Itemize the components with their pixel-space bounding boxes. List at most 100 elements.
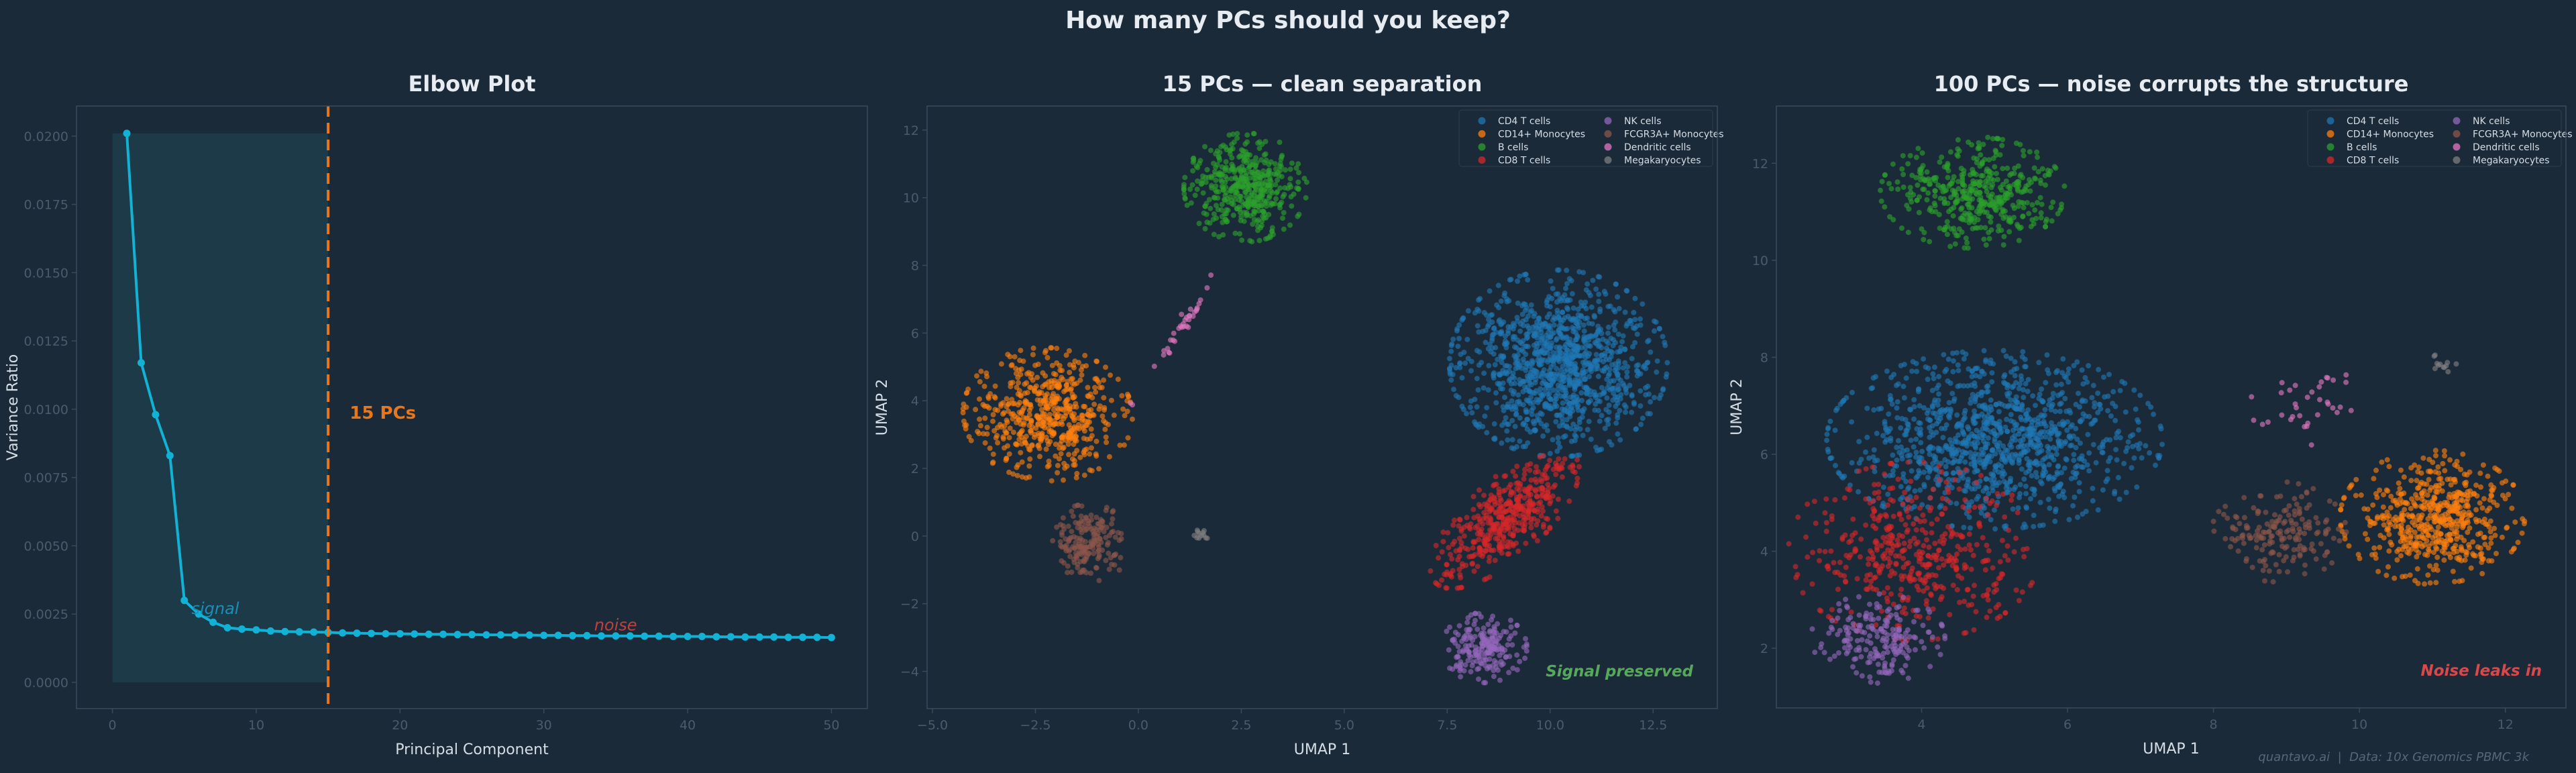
cell-point-cd14-monocytes: [960, 410, 966, 415]
cell-point-cd14-monocytes: [977, 396, 982, 402]
cell-point-b-cells: [1273, 196, 1279, 202]
cell-point-b-cells: [1219, 201, 1225, 207]
cell-point-cd4-t-cells: [1534, 413, 1540, 419]
cell-point-cd14-monocytes: [2408, 465, 2414, 471]
cell-point-cd4-t-cells: [1895, 381, 1901, 387]
cell-point-cd8-t-cells: [1484, 506, 1490, 512]
cell-point-cd4-t-cells: [1506, 368, 1512, 374]
cell-point-cd4-t-cells: [1597, 357, 1603, 363]
cell-point-cd14-monocytes: [2408, 478, 2414, 484]
cell-point-b-cells: [1182, 174, 1188, 181]
cell-point-cd8-t-cells: [1476, 537, 1482, 543]
cell-point-cd4-t-cells: [2103, 478, 2109, 484]
cell-point-b-cells: [1218, 207, 1224, 213]
cell-point-cd4-t-cells: [1605, 340, 1611, 346]
cell-point-cd4-t-cells: [1935, 482, 1941, 488]
cell-point-b-cells: [1296, 170, 1301, 176]
variance-point: [367, 629, 375, 637]
cell-point-cd4-t-cells: [1968, 382, 1974, 389]
cell-point-cd4-t-cells: [1602, 366, 1608, 372]
cell-point-cd4-t-cells: [1486, 317, 1492, 323]
cell-point-fcgr3a-monocytes: [1091, 550, 1097, 556]
cell-point-cd4-t-cells: [1556, 440, 1562, 446]
cell-point-fcgr3a-monocytes: [1070, 513, 1076, 519]
cell-point-cd8-t-cells: [1509, 488, 1514, 495]
cell-point-cd14-monocytes: [1066, 348, 1072, 354]
cell-point-cd4-t-cells: [1919, 448, 1925, 454]
cell-point-cd4-t-cells: [1520, 402, 1526, 408]
cell-point-cd4-t-cells: [1509, 437, 1515, 443]
cell-point-cd4-t-cells: [2065, 419, 2070, 425]
cell-point-nk-cells: [1466, 652, 1472, 658]
cell-point-cd4-t-cells: [1559, 406, 1565, 412]
cell-point-cd14-monocytes: [977, 423, 983, 429]
cell-point-cd4-t-cells: [1503, 345, 1509, 350]
cell-point-cd14-monocytes: [1091, 401, 1097, 407]
cell-point-cd8-t-cells: [1491, 524, 1497, 530]
cell-point-fcgr3a-monocytes: [1103, 507, 1109, 513]
cell-point-cd8-t-cells: [1474, 523, 1481, 529]
cell-point-cd14-monocytes: [2508, 549, 2514, 555]
cell-point-cd4-t-cells: [2063, 409, 2070, 414]
y-tick-label: 10: [903, 191, 919, 206]
cell-point-cd4-t-cells: [1450, 336, 1456, 342]
cell-point-cd14-monocytes: [1007, 354, 1013, 360]
cell-point-cd4-t-cells: [1988, 415, 1994, 421]
cell-point-b-cells: [1269, 225, 1275, 231]
cell-point-cd4-t-cells: [1931, 364, 1937, 370]
cell-point-cd8-t-cells: [1532, 508, 1538, 513]
cell-point-cd4-t-cells: [1620, 365, 1626, 371]
cell-point-cd8-t-cells: [1540, 524, 1546, 530]
cell-point-cd4-t-cells: [1900, 474, 1906, 480]
cell-point-nk-cells: [1496, 635, 1502, 641]
cell-point-cd4-t-cells: [2016, 457, 2022, 463]
cell-point-cd4-t-cells: [1489, 338, 1495, 344]
cell-point-cd14-monocytes: [2414, 495, 2420, 501]
cell-point-cd4-t-cells: [1574, 380, 1580, 386]
cell-point-cd14-monocytes: [1087, 467, 1093, 473]
cell-point-cd8-t-cells: [1440, 539, 1446, 545]
cell-point-b-cells: [1253, 187, 1258, 193]
cell-point-cd4-t-cells: [2059, 419, 2065, 425]
cell-point-cd4-t-cells: [1911, 404, 1917, 410]
cell-point-cd8-t-cells: [1439, 549, 1445, 555]
cell-point-cd8-t-cells: [1505, 544, 1511, 550]
cell-point-cd14-monocytes: [1004, 396, 1010, 402]
cell-point-cd4-t-cells: [2055, 463, 2061, 469]
cell-point-cd4-t-cells: [1894, 399, 1900, 405]
cell-point-cd8-t-cells: [1510, 533, 1516, 539]
cell-point-cd8-t-cells: [1573, 483, 1579, 489]
cell-point-cd4-t-cells: [1520, 444, 1526, 450]
cell-point-cd4-t-cells: [2095, 391, 2101, 396]
cell-point-cd4-t-cells: [1633, 426, 1639, 432]
cell-point-cd14-monocytes: [2466, 509, 2472, 515]
cell-point-cd4-t-cells: [1539, 411, 1545, 417]
variance-point: [281, 627, 289, 635]
cell-point-cd8-t-cells: [1487, 546, 1493, 552]
cell-point-cd14-monocytes: [2468, 565, 2474, 571]
cell-point-cd4-t-cells: [1638, 316, 1643, 322]
cell-point-cd4-t-cells: [1579, 397, 1585, 403]
cell-point-cd8-t-cells: [1556, 466, 1562, 471]
cell-point-cd4-t-cells: [1632, 325, 1638, 331]
cell-point-cd4-t-cells: [2036, 360, 2042, 366]
cell-point-cd8-t-cells: [1465, 546, 1471, 552]
cell-point-b-cells: [1293, 165, 1299, 171]
cell-point-cd14-monocytes: [2390, 498, 2396, 504]
cell-point-cd14-monocytes: [2454, 524, 2460, 530]
cell-point-cd4-t-cells: [1499, 386, 1505, 392]
cell-point-cd4-t-cells: [2050, 391, 2056, 397]
cell-point-cd14-monocytes: [1005, 443, 1010, 449]
cell-point-cd8-t-cells: [1496, 538, 1502, 544]
cell-point-fcgr3a-monocytes: [1118, 555, 1124, 560]
cell-point-cd4-t-cells: [1484, 429, 1490, 435]
cell-point-cd4-t-cells: [2020, 349, 2026, 355]
y-axis-label: UMAP 2: [874, 379, 891, 435]
cell-point-cd4-t-cells: [2025, 448, 2031, 454]
cell-point-cd8-t-cells: [1466, 554, 1472, 560]
cell-point-cd4-t-cells: [1887, 393, 1893, 399]
y-tick-label: 8: [911, 258, 919, 273]
cell-point-cd4-t-cells: [1514, 399, 1520, 405]
cell-point-cd4-t-cells: [1451, 386, 1456, 393]
